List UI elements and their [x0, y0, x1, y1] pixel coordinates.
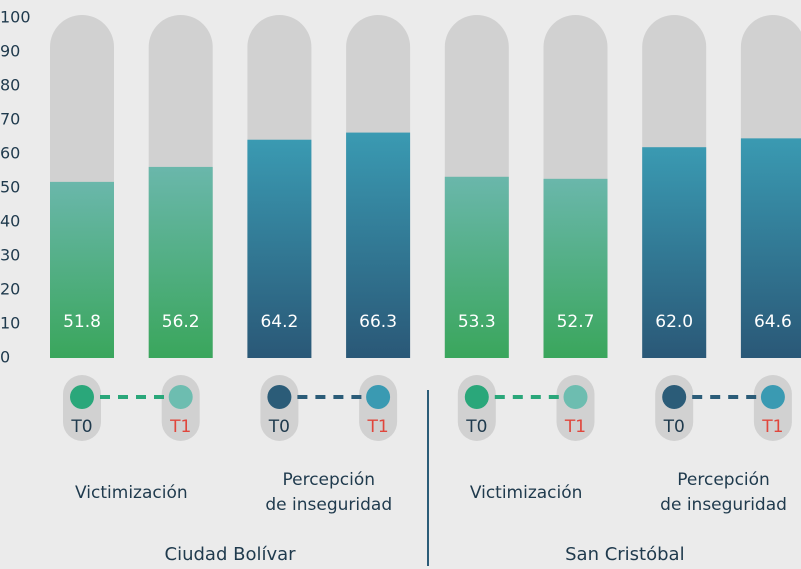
period-dot [662, 385, 687, 409]
period-dot [70, 385, 94, 409]
y-tick-label: 10 [0, 314, 20, 333]
period-dot [563, 385, 588, 409]
period-dot [267, 385, 292, 409]
y-tick-label: 90 [0, 42, 20, 61]
period-dot [168, 385, 193, 409]
period-dot [760, 385, 785, 409]
value-label: 64.2 [260, 312, 298, 332]
period-label: T1 [761, 417, 783, 437]
bar [247, 139, 312, 358]
period-dot [464, 385, 489, 409]
subgroup-label: Victimización [75, 483, 188, 503]
subgroup-label: de inseguridad [660, 495, 787, 515]
subgroup-label: Percepción [677, 470, 770, 490]
bar [346, 132, 411, 358]
value-label: 66.3 [359, 312, 397, 332]
group-label: San Cristóbal [565, 544, 684, 565]
value-label: 56.2 [162, 312, 200, 332]
period-label: T0 [268, 417, 290, 437]
bar [740, 138, 801, 358]
y-tick-label: 80 [0, 76, 20, 95]
y-tick-label: 0 [0, 348, 10, 367]
period-label: T0 [663, 417, 685, 437]
period-label: T1 [366, 417, 388, 437]
bar [50, 181, 114, 358]
period-label: T1 [169, 417, 191, 437]
bar [543, 178, 608, 358]
y-tick-label: 20 [0, 280, 20, 299]
period-label: T0 [465, 417, 487, 437]
y-tick-label: 100 [0, 8, 31, 27]
value-label: 51.8 [63, 312, 101, 332]
y-tick-label: 60 [0, 144, 20, 163]
value-label: 64.6 [754, 312, 792, 332]
bar [148, 166, 213, 358]
period-label: T0 [70, 417, 92, 437]
subgroup-label: Victimización [470, 483, 583, 503]
value-label: 53.3 [458, 312, 496, 332]
value-label: 52.7 [557, 312, 595, 332]
value-label: 62.0 [655, 312, 693, 332]
period-label: T1 [564, 417, 586, 437]
subgroup-label: de inseguridad [265, 495, 392, 515]
y-tick-label: 40 [0, 212, 20, 231]
group-label: Ciudad Bolívar [165, 544, 297, 565]
subgroup-label: Percepción [282, 470, 375, 490]
y-tick-label: 30 [0, 246, 20, 265]
y-tick-label: 70 [0, 110, 20, 129]
period-dot [366, 385, 391, 409]
bar [444, 176, 509, 358]
y-tick-label: 50 [0, 178, 20, 197]
bar [642, 147, 707, 358]
